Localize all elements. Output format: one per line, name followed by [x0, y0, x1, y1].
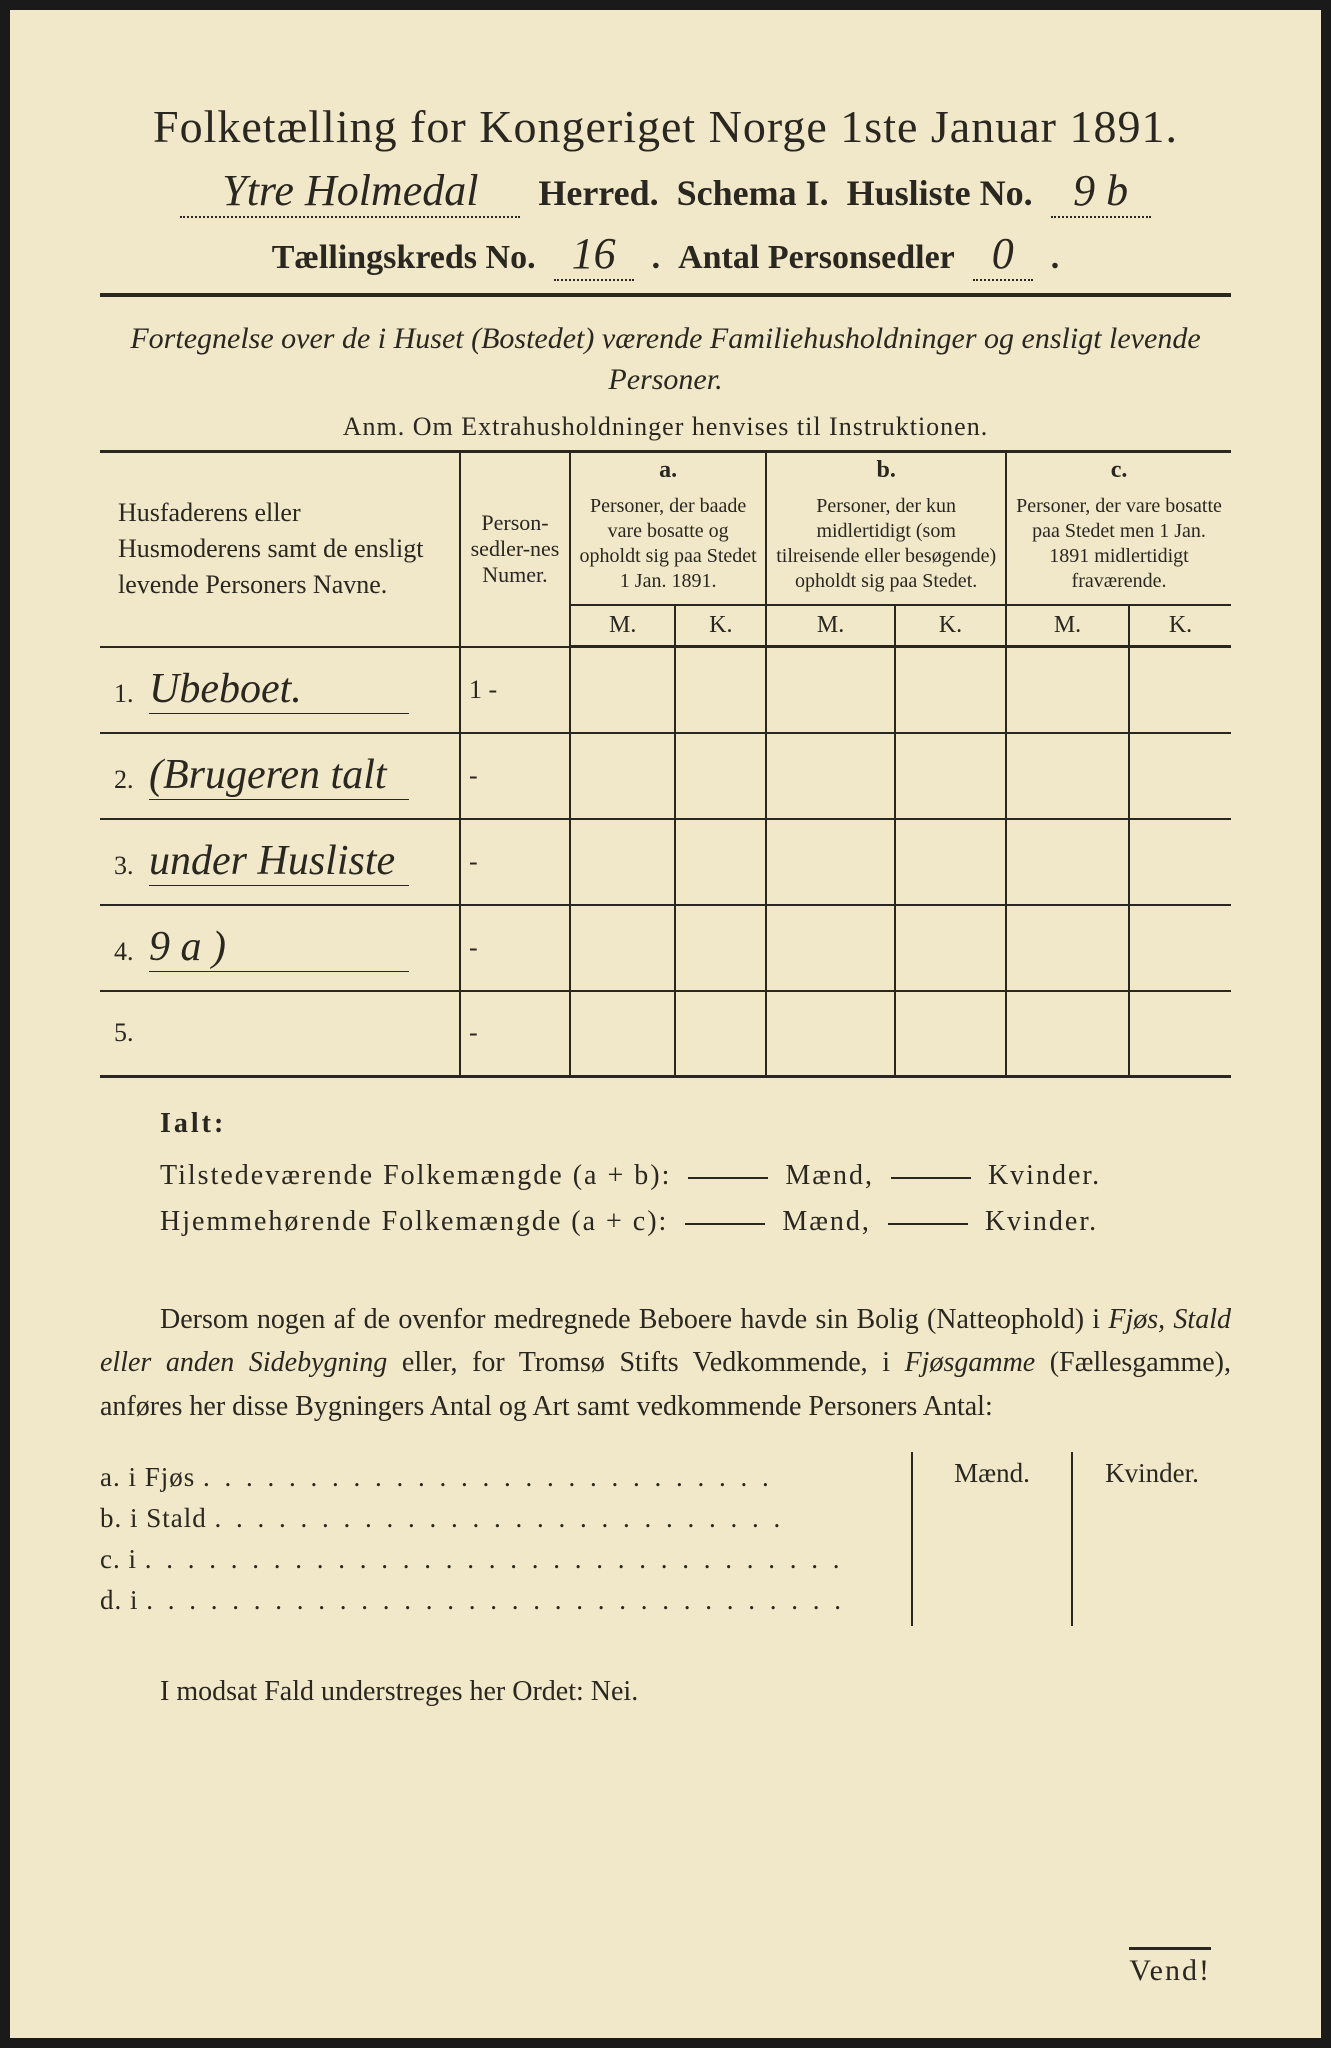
ialt-line-1: Tilstedeværende Folkemængde (a + b): Mæn… [160, 1160, 1231, 1192]
modsat-line: I modsat Fald understreges her Ordet: Ne… [100, 1676, 1231, 1708]
antal-label: Antal Personsedler [678, 239, 955, 277]
bygning-mk-cols: Mænd. Kvinder. [911, 1452, 1231, 1626]
ialt-block: Ialt: Tilstedeværende Folkemængde (a + b… [160, 1108, 1231, 1238]
col-b-label: b. [766, 452, 1006, 489]
col-c-k: K. [1129, 605, 1231, 647]
bygning-list: a. i Fjøs . . . . . . . . . . . . . . . … [100, 1452, 911, 1626]
col-a-desc: Personer, der baade vare bosatte og opho… [570, 488, 766, 605]
kreds-row: Tællingskreds No. 16 . Antal Personsedle… [100, 228, 1231, 281]
husliste-label: Husliste No. [847, 172, 1033, 214]
husliste-handwritten: 9 b [1051, 165, 1151, 218]
bygning-row: a. i Fjøs . . . . . . . . . . . . . . . … [100, 1462, 911, 1493]
bygning-row: c. i . . . . . . . . . . . . . . . . . .… [100, 1544, 911, 1575]
vend-label: Vend! [1129, 1947, 1211, 1988]
kreds-handwritten: 16 [554, 228, 634, 281]
anm-text: Anm. Om Extrahusholdninger henvises til … [100, 412, 1231, 442]
census-form-page: Folketælling for Kongeriget Norge 1ste J… [10, 10, 1321, 2038]
col-c-label: c. [1006, 452, 1231, 489]
table-row: 2. (Brugeren talt - [100, 733, 1231, 819]
table-row: 1. Ubeboet. 1 - [100, 647, 1231, 733]
bygning-maend: Mænd. [913, 1452, 1071, 1626]
ialt-line-2: Hjemmehørende Folkemængde (a + c): Mænd,… [160, 1206, 1231, 1238]
table-body: 1. Ubeboet. 1 - 2. (Brugeren talt - 3. u… [100, 647, 1231, 1077]
col-b-m: M. [766, 605, 895, 647]
bygning-block: a. i Fjøs . . . . . . . . . . . . . . . … [100, 1452, 1231, 1626]
table-row: 4. 9 a ) - [100, 905, 1231, 991]
bygning-row: d. i . . . . . . . . . . . . . . . . . .… [100, 1585, 911, 1616]
col-b-k: K. [895, 605, 1006, 647]
herred-row: Ytre Holmedal Herred. Schema I. Husliste… [100, 165, 1231, 218]
col-header-names: Husfaderens eller Husmoderens samt de en… [100, 452, 460, 647]
ialt-title: Ialt: [160, 1108, 1231, 1140]
col-b-desc: Personer, der kun midlertidigt (som tilr… [766, 488, 1006, 605]
table-row: 5. - [100, 991, 1231, 1077]
herred-handwritten: Ytre Holmedal [180, 165, 520, 218]
col-c-desc: Personer, der vare bosatte paa Stedet me… [1006, 488, 1231, 605]
col-a-label: a. [570, 452, 766, 489]
col-c-m: M. [1006, 605, 1129, 647]
kreds-label: Tællingskreds No. [272, 239, 536, 277]
table-row: 3. under Husliste - [100, 819, 1231, 905]
bygning-row: b. i Stald . . . . . . . . . . . . . . .… [100, 1503, 911, 1534]
main-title: Folketælling for Kongeriget Norge 1ste J… [100, 100, 1231, 153]
main-table: Husfaderens eller Husmoderens samt de en… [100, 450, 1231, 1078]
schema-label: Schema I. [677, 172, 829, 214]
col-a-m: M. [570, 605, 675, 647]
dersom-paragraph: Dersom nogen af de ovenfor medregnede Be… [100, 1298, 1231, 1428]
antal-handwritten: 0 [973, 228, 1033, 281]
col-header-numer: Person-sedler-nes Numer. [460, 452, 570, 647]
fortegnelse-text: Fortegnelse over de i Huset (Bostedet) v… [100, 319, 1231, 400]
bygning-kvinder: Kvinder. [1071, 1452, 1231, 1626]
col-a-k: K. [675, 605, 766, 647]
divider [100, 293, 1231, 297]
herred-label: Herred. [538, 172, 658, 214]
